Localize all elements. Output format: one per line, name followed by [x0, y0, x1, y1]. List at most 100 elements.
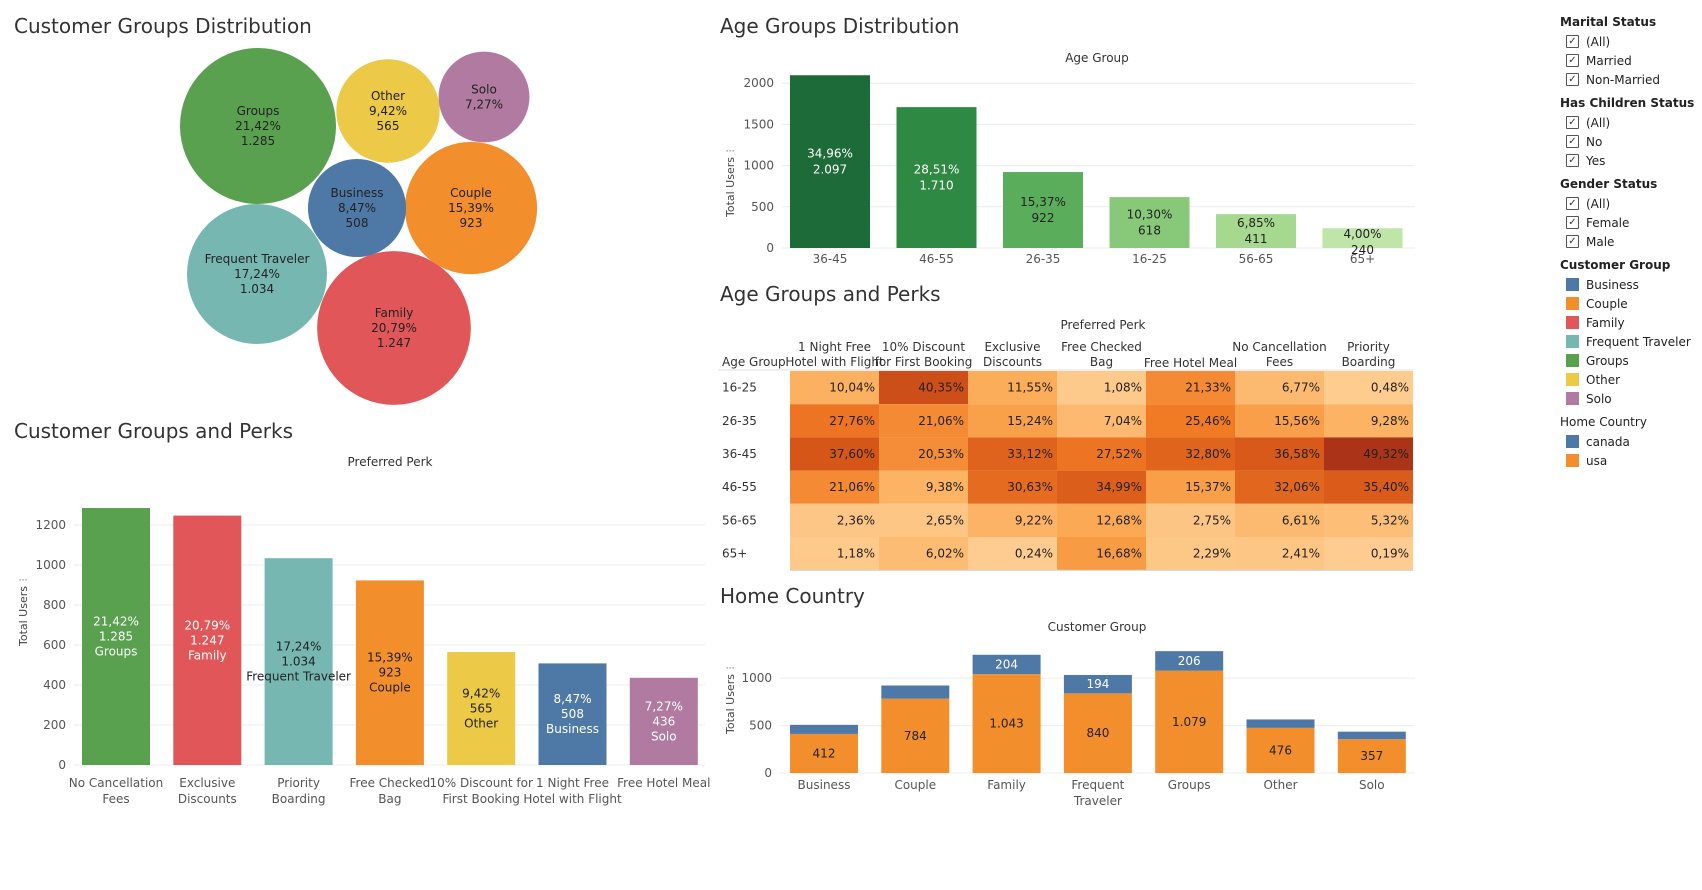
legend-swatch	[1566, 278, 1579, 291]
row-label: 56-65	[722, 513, 757, 527]
legend-item-business[interactable]: Business	[1560, 275, 1702, 294]
y-tick-label: 2000	[743, 76, 774, 90]
bubble-label: 17,24%	[234, 267, 280, 281]
cell-value-label: 2,41%	[1282, 547, 1320, 561]
legend-item-other[interactable]: Other	[1560, 370, 1702, 389]
sort-icon: ⫶	[726, 667, 737, 670]
legend-item-solo[interactable]: Solo	[1560, 389, 1702, 408]
marital-status-option-non-married[interactable]: ✓ Non-Married	[1560, 70, 1702, 89]
x-tick-label: No Cancellation	[69, 776, 163, 790]
column-header: Discounts	[983, 355, 1042, 369]
legend-swatch	[1566, 373, 1579, 386]
legend-item-usa[interactable]: usa	[1560, 451, 1702, 470]
age-groups-distribution-title: Age Groups Distribution	[720, 14, 960, 38]
x-tick-label: Business	[798, 778, 851, 792]
y-tick-label: 500	[749, 719, 772, 733]
bar-46-55	[896, 107, 977, 248]
gender-option-female[interactable]: ✓ Female	[1560, 213, 1702, 232]
checkbox-checked-icon[interactable]: ✓	[1566, 154, 1579, 167]
has-children-option-no[interactable]: ✓ No	[1560, 132, 1702, 151]
bar-label: 9,42%	[462, 687, 500, 701]
checkbox-checked-icon[interactable]: ✓	[1566, 235, 1579, 248]
legend-item-frequent-traveler[interactable]: Frequent Traveler	[1560, 332, 1702, 351]
heatmap-cell	[1235, 470, 1324, 504]
heatmap-cell	[1146, 371, 1235, 405]
row-label: 65+	[722, 547, 747, 561]
bar-segment-canada-couple	[881, 685, 950, 699]
bar-segment-canada-business	[790, 724, 858, 734]
checkbox-checked-icon[interactable]: ✓	[1566, 54, 1579, 67]
cell-value-label: 12,68%	[1096, 513, 1142, 527]
cell-value-label: 10,04%	[829, 381, 875, 395]
heatmap-cell	[1324, 404, 1413, 438]
checkbox-checked-icon[interactable]: ✓	[1566, 135, 1579, 148]
legend-item-family[interactable]: Family	[1560, 313, 1702, 332]
bubble-couple	[404, 141, 538, 275]
bubble-label: Frequent Traveler	[205, 252, 310, 266]
legend-label: Family	[1586, 315, 1625, 330]
x-tick-label: Groups	[1168, 778, 1211, 792]
bubble-label: 15,39%	[448, 201, 494, 215]
x-tick-label: Solo	[1359, 778, 1385, 792]
column-header: for First Booking	[875, 355, 973, 369]
bubble-family	[317, 251, 471, 405]
bar-segment-usa-solo	[1337, 739, 1406, 773]
cell-value-label: 9,38%	[926, 480, 964, 494]
heatmap-cell	[879, 371, 968, 405]
cell-value-label: 21,06%	[918, 414, 964, 428]
legend-item-groups[interactable]: Groups	[1560, 351, 1702, 370]
legend-item-couple[interactable]: Couple	[1560, 294, 1702, 313]
cell-value-label: 0,19%	[1371, 547, 1409, 561]
cell-value-label: 2,36%	[837, 513, 875, 527]
bar-label: Business	[546, 722, 599, 736]
bar-percent-label: 34,96%	[807, 147, 853, 161]
gender-option-male[interactable]: ✓ Male	[1560, 232, 1702, 251]
checkbox-checked-icon[interactable]: ✓	[1566, 116, 1579, 129]
y-tick-label: 0	[766, 241, 774, 255]
row-header: Age Group	[722, 355, 786, 369]
bar-priority-boarding	[264, 558, 333, 765]
bar-value-label: 240	[1351, 243, 1374, 257]
usa-value-label: 412	[813, 746, 836, 760]
checkbox-checked-icon[interactable]: ✓	[1566, 73, 1579, 86]
bar-segment-canada-other	[1246, 719, 1315, 728]
legend-item-canada[interactable]: canada	[1560, 432, 1702, 451]
bubble-label: Business	[331, 186, 384, 200]
bar-percent-label: 6,85%	[1237, 216, 1275, 230]
marital-status-filter: Marital Status ✓ (All) ✓ Married ✓ Non-Marr…	[1560, 15, 1702, 89]
legend-swatch	[1566, 435, 1579, 448]
gender-option-all[interactable]: ✓ (All)	[1560, 194, 1702, 213]
option-label: Married	[1586, 53, 1632, 68]
row-label: 16-25	[722, 381, 757, 395]
canada-value-label: 204	[995, 657, 1018, 671]
legend-swatch	[1566, 316, 1579, 329]
bar-segment-usa-couple	[881, 698, 950, 773]
checkbox-checked-icon[interactable]: ✓	[1566, 35, 1579, 48]
cell-value-label: 2,65%	[926, 513, 964, 527]
marital-status-option-all[interactable]: ✓ (All)	[1560, 32, 1702, 51]
x-tick-label: Traveler	[1073, 794, 1122, 808]
marital-status-option-married[interactable]: ✓ Married	[1560, 51, 1702, 70]
has-children-option-yes[interactable]: ✓ Yes	[1560, 151, 1702, 170]
bar-no-cancellation-fees	[82, 508, 150, 765]
bubble-label: 1.285	[241, 134, 275, 148]
bar-free-checked-bag	[355, 580, 424, 765]
sort-icon: ⫶	[726, 150, 737, 153]
y-tick-label: 0	[58, 758, 66, 772]
heatmap-cell	[1057, 437, 1146, 471]
bar-36-45	[790, 75, 870, 248]
bar-label: 20,79%	[184, 618, 230, 632]
heatmap-cell	[879, 537, 968, 571]
option-label: Yes	[1586, 153, 1606, 168]
bar-56-65	[1216, 214, 1296, 248]
cell-value-label: 2,75%	[1193, 513, 1231, 527]
x-tick-label: 26-35	[1026, 252, 1061, 266]
has-children-option-all[interactable]: ✓ (All)	[1560, 113, 1702, 132]
bubble-label: 1.034	[240, 282, 274, 296]
checkbox-checked-icon[interactable]: ✓	[1566, 216, 1579, 229]
checkbox-checked-icon[interactable]: ✓	[1566, 197, 1579, 210]
cell-value-label: 1,18%	[837, 547, 875, 561]
bar-label: 508	[561, 707, 584, 721]
heatmap-cell	[1057, 503, 1146, 537]
bubble-label: Couple	[450, 186, 492, 200]
